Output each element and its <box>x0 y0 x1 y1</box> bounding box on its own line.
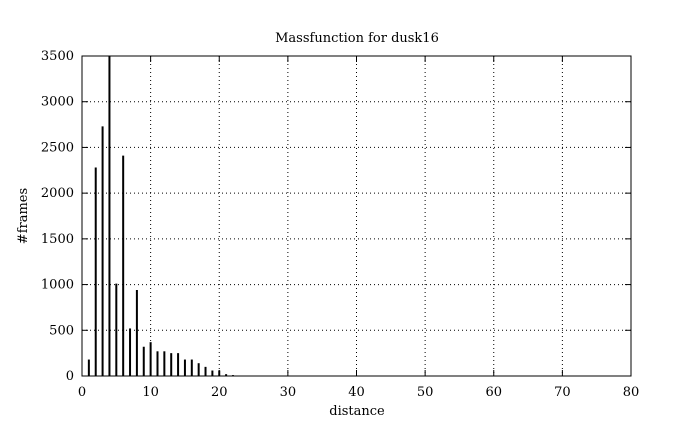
y-ticks: 0 500 1000 1500 2000 2500 3000 3500 <box>41 49 631 384</box>
x-tick-label: 30 <box>280 385 297 400</box>
chart-title: Massfunction for dusk16 <box>275 31 439 46</box>
y-tick-label: 500 <box>49 323 74 338</box>
x-tick-label: 40 <box>348 385 365 400</box>
y-axis-label: #frames <box>16 188 31 244</box>
x-tick-label: 20 <box>211 385 228 400</box>
x-tick-label: 10 <box>142 385 159 400</box>
y-tick-label: 0 <box>66 369 74 384</box>
y-tick-label: 2000 <box>41 186 74 201</box>
x-axis-label: distance <box>329 404 385 419</box>
y-tick-label: 3000 <box>41 95 74 110</box>
y-tick-label: 1000 <box>41 278 74 293</box>
x-tick-label: 70 <box>554 385 571 400</box>
x-tick-label: 80 <box>623 385 640 400</box>
x-tick-label: 50 <box>417 385 434 400</box>
x-tick-label: 0 <box>78 385 86 400</box>
y-tick-label: 2500 <box>41 140 74 155</box>
y-tick-label: 3500 <box>41 49 74 64</box>
bars <box>87 56 234 376</box>
x-tick-label: 60 <box>485 385 502 400</box>
x-ticks: 0 10 20 30 40 50 60 70 80 <box>78 56 639 400</box>
grid-lines <box>82 56 631 376</box>
y-tick-label: 1500 <box>41 232 74 247</box>
